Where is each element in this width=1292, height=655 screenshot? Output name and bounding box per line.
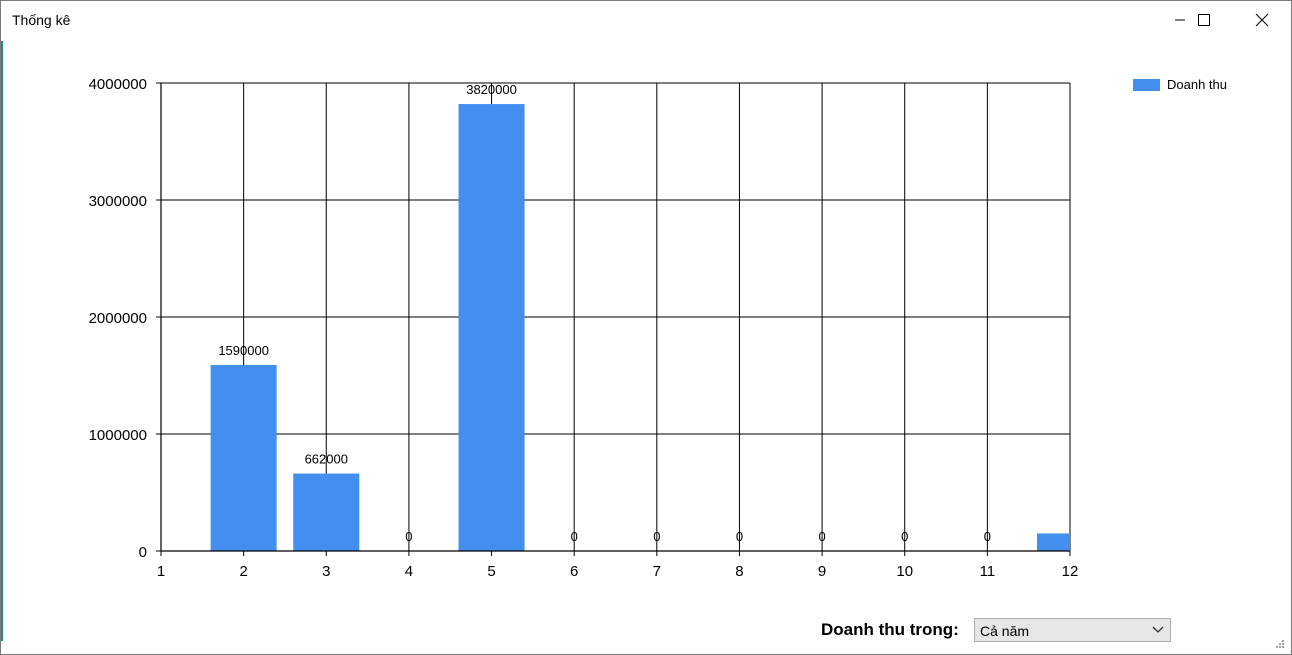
y-tick-label: 0 xyxy=(139,544,147,561)
minimize-button[interactable] xyxy=(1157,1,1203,39)
bar-data-label: 0 xyxy=(818,529,825,544)
bar-3 xyxy=(293,473,360,551)
bar-data-label: 0 xyxy=(653,529,660,544)
bar-data-label: 0 xyxy=(901,529,908,544)
close-icon xyxy=(1255,13,1269,27)
resize-grip-icon[interactable] xyxy=(1275,639,1285,649)
period-select-value: Cả năm xyxy=(980,623,1030,639)
x-tick-label: 5 xyxy=(487,563,495,580)
period-select[interactable]: Cả năm xyxy=(974,618,1171,642)
y-tick-label: 1000000 xyxy=(89,427,147,444)
filter-label: Doanh thu trong: xyxy=(821,620,959,639)
x-tick-label: 12 xyxy=(1062,563,1079,580)
x-tick-label: 3 xyxy=(322,563,330,580)
window-title: Thống kê xyxy=(12,12,71,28)
y-tick-label: 4000000 xyxy=(89,76,147,93)
x-tick-label: 1 xyxy=(157,563,165,580)
maximize-icon xyxy=(1198,14,1210,26)
bar-data-label: 0 xyxy=(984,529,991,544)
bar-data-label: 662000 xyxy=(305,452,348,467)
x-tick-label: 6 xyxy=(570,563,578,580)
bar-data-label: 0 xyxy=(571,529,578,544)
maximize-button[interactable] xyxy=(1181,1,1227,39)
legend-label: Doanh thu xyxy=(1167,77,1227,92)
chevron-down-icon xyxy=(1152,626,1164,633)
y-tick-label: 2000000 xyxy=(89,310,147,327)
bar-data-label: 0 xyxy=(405,529,412,544)
revenue-chart: 1 2 3 4 5 6 7 8 9 10 11 120100000020000003000000400… xyxy=(89,76,1079,580)
bar-2 xyxy=(210,364,277,551)
close-button[interactable] xyxy=(1239,1,1285,39)
bar-data-label: 1590000 xyxy=(218,343,269,358)
x-tick-label: 7 xyxy=(653,563,661,580)
bar-12 xyxy=(1037,533,1070,551)
window-accent xyxy=(1,41,3,641)
bar-5 xyxy=(458,104,525,551)
x-tick-label: 9 xyxy=(818,563,826,580)
legend-swatch xyxy=(1133,78,1160,91)
minimize-icon xyxy=(1175,19,1185,21)
y-tick-label: 3000000 xyxy=(89,193,147,210)
x-tick-label: 2 xyxy=(239,563,247,580)
bar-data-label: 0 xyxy=(736,529,743,544)
x-tick-label: 11 xyxy=(980,563,996,580)
x-tick-label: 8 xyxy=(735,563,743,580)
bar-data-label: 3820000 xyxy=(466,82,517,97)
x-tick-label: 10 xyxy=(896,563,913,580)
title-bar[interactable]: Thống kê xyxy=(1,1,1291,39)
x-tick-label: 4 xyxy=(405,563,413,580)
chart-legend: Doanh thu xyxy=(1133,77,1227,92)
